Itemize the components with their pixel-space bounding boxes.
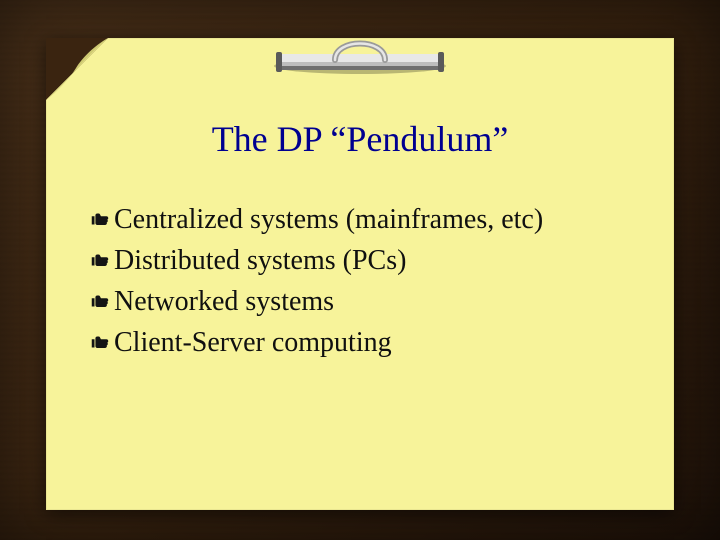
bullet-list: Centralized systems (mainframes, etc) Di… bbox=[86, 202, 644, 366]
bullet-text: Networked systems bbox=[114, 284, 334, 319]
list-item: Centralized systems (mainframes, etc) bbox=[86, 202, 644, 237]
hand-point-right-icon bbox=[86, 284, 114, 318]
list-item: Client-Server computing bbox=[86, 325, 644, 360]
list-item: Distributed systems (PCs) bbox=[86, 243, 644, 278]
hand-point-right-icon bbox=[86, 202, 114, 236]
page-curl bbox=[46, 38, 108, 100]
bullet-text: Distributed systems (PCs) bbox=[114, 243, 406, 278]
slide-title: The DP “Pendulum” bbox=[46, 118, 674, 160]
bullet-text: Client-Server computing bbox=[114, 325, 392, 360]
hand-point-right-icon bbox=[86, 325, 114, 359]
bullet-text: Centralized systems (mainframes, etc) bbox=[114, 202, 543, 237]
list-item: Networked systems bbox=[86, 284, 644, 319]
note-page: The DP “Pendulum” Centralized systems (m… bbox=[46, 38, 674, 510]
hand-point-right-icon bbox=[86, 243, 114, 277]
